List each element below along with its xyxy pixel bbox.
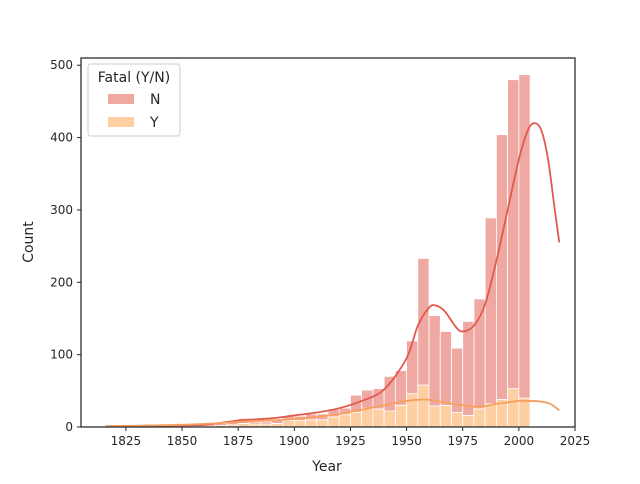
y-tick-label: 200 bbox=[50, 275, 73, 289]
x-tick-label: 1900 bbox=[279, 434, 310, 448]
y-ticks: 0 100 200 300 400 500 bbox=[50, 58, 81, 434]
x-ticks: 1825 1850 1875 1900 1925 1950 1975 2000 2025 bbox=[111, 427, 591, 448]
bar-n-14 bbox=[260, 421, 273, 425]
x-tick-label: 1850 bbox=[167, 434, 198, 448]
bar-n-34 bbox=[484, 217, 497, 405]
bar-y-28 bbox=[417, 384, 430, 428]
bar-y-30 bbox=[439, 404, 452, 428]
bar-n-36 bbox=[507, 79, 520, 390]
y-axis-label: Count bbox=[21, 221, 37, 263]
bar-n-32 bbox=[462, 320, 475, 416]
x-tick-label: 1825 bbox=[111, 434, 142, 448]
bar-n-13 bbox=[249, 421, 262, 425]
bar-y-24 bbox=[372, 408, 385, 428]
bar-y-26 bbox=[394, 404, 407, 428]
x-tick-label: 2025 bbox=[560, 434, 591, 448]
bar-y-32 bbox=[462, 415, 475, 428]
bar-n-37 bbox=[518, 74, 531, 399]
bar-y-21 bbox=[338, 414, 351, 428]
axes-frame bbox=[80, 57, 576, 428]
kde-line-n bbox=[105, 122, 561, 428]
legend-label-n: N bbox=[150, 92, 160, 108]
kde-layer bbox=[105, 122, 561, 428]
y-tick-label: 500 bbox=[50, 58, 73, 72]
bar-y-16 bbox=[282, 420, 295, 428]
x-tick-label: 2000 bbox=[504, 434, 535, 448]
bar-y-19 bbox=[316, 419, 329, 428]
bar-y-29 bbox=[428, 405, 441, 428]
y-tick-label: 100 bbox=[50, 348, 73, 362]
bar-y-22 bbox=[350, 412, 363, 428]
legend-title: Fatal (Y/N) bbox=[98, 70, 170, 86]
bar-y-18 bbox=[305, 419, 318, 428]
bar-n-31 bbox=[451, 347, 464, 413]
bar-y-36 bbox=[507, 388, 520, 428]
legend-swatch-y bbox=[108, 117, 134, 127]
bar-n-29 bbox=[428, 315, 441, 407]
bar-n-35 bbox=[496, 134, 509, 400]
x-axis-label: Year bbox=[311, 459, 342, 475]
legend: Fatal (Y/N) N Y bbox=[87, 63, 181, 137]
x-tick-label: 1975 bbox=[447, 434, 478, 448]
kde-line-y bbox=[105, 398, 560, 428]
bar-n-27 bbox=[406, 340, 419, 395]
bar-y-27 bbox=[406, 393, 419, 428]
bar-y-34 bbox=[484, 403, 497, 428]
bar-y-23 bbox=[361, 407, 374, 428]
bar-n-30 bbox=[439, 331, 452, 406]
x-tick-label: 1950 bbox=[391, 434, 422, 448]
bar-y-33 bbox=[473, 408, 486, 428]
bar-y-31 bbox=[451, 412, 464, 428]
y-tick-label: 0 bbox=[65, 420, 73, 434]
bar-y-37 bbox=[518, 397, 531, 428]
bar-y-20 bbox=[327, 416, 340, 428]
y-tick-label: 400 bbox=[50, 131, 73, 145]
bar-n-26 bbox=[394, 370, 407, 406]
legend-swatch-n bbox=[108, 94, 134, 104]
bars-layer bbox=[147, 74, 531, 428]
bar-y-25 bbox=[383, 410, 396, 428]
legend-label-y: Y bbox=[149, 115, 159, 131]
y-tick-label: 300 bbox=[50, 203, 73, 217]
x-tick-label: 1925 bbox=[335, 434, 366, 448]
x-tick-label: 1875 bbox=[223, 434, 254, 448]
bar-y-17 bbox=[293, 420, 306, 428]
